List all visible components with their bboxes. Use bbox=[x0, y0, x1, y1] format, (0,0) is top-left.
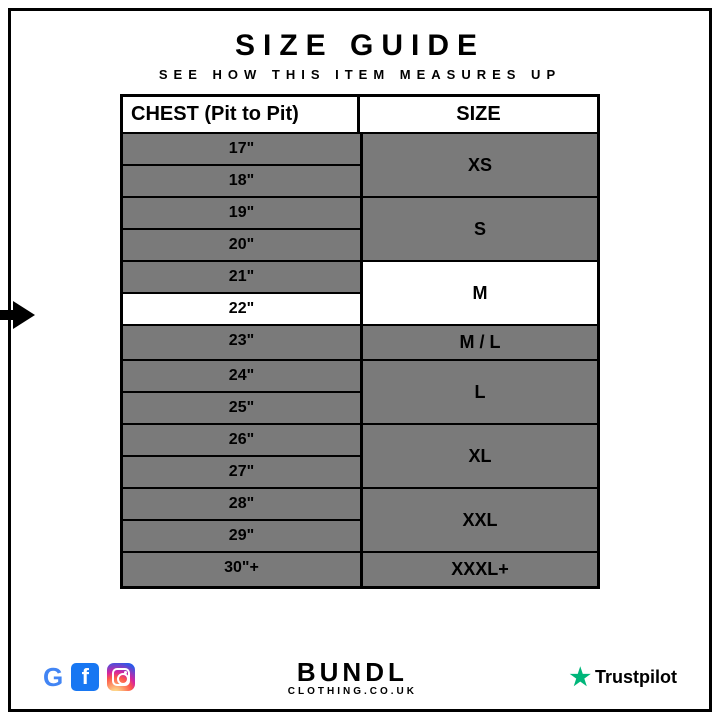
header-size: SIZE bbox=[360, 97, 597, 132]
footer: G f BUNDL CLOTHING.CO.UK ★ Trustpilot bbox=[41, 653, 679, 697]
table-header: CHEST (Pit to Pit) SIZE bbox=[123, 97, 597, 132]
star-icon: ★ bbox=[569, 663, 591, 692]
size-cell: L bbox=[360, 361, 597, 423]
google-icon[interactable]: G bbox=[43, 662, 63, 693]
header-chest: CHEST (Pit to Pit) bbox=[123, 97, 360, 132]
trustpilot-badge[interactable]: ★ Trustpilot bbox=[569, 663, 677, 692]
brand-domain: CLOTHING.CO.UK bbox=[288, 686, 417, 697]
size-cell: XL bbox=[360, 425, 597, 487]
size-cell: S bbox=[360, 198, 597, 260]
arrow-indicator-icon bbox=[0, 305, 41, 325]
measurement-cell: 18" bbox=[123, 164, 360, 196]
measurement-cell: 23" bbox=[123, 326, 360, 359]
measurement-cell: 25" bbox=[123, 391, 360, 423]
measurement-cell: 27" bbox=[123, 455, 360, 487]
size-cell: M / L bbox=[360, 326, 597, 359]
size-cell: XXL bbox=[360, 489, 597, 551]
measurement-cell: 24" bbox=[123, 361, 360, 391]
facebook-icon[interactable]: f bbox=[71, 663, 99, 691]
measurement-cell: 28" bbox=[123, 489, 360, 519]
size-cell: XXXL+ bbox=[360, 553, 597, 586]
table-body: 17"18"XS19"20"S21"22"M23"M / L24"25"L26"… bbox=[123, 132, 597, 586]
trustpilot-label: Trustpilot bbox=[595, 667, 677, 688]
page-subtitle: SEE HOW THIS ITEM MEASURES UP bbox=[41, 67, 679, 82]
measurement-cell: 17" bbox=[123, 134, 360, 164]
measurement-cell: 22" bbox=[123, 292, 360, 324]
size-cell: M bbox=[360, 262, 597, 324]
page-title: SIZE GUIDE bbox=[41, 29, 679, 63]
measurement-cell: 26" bbox=[123, 425, 360, 455]
measurement-cell: 21" bbox=[123, 262, 360, 292]
instagram-icon[interactable] bbox=[107, 663, 135, 691]
brand-logo: BUNDL CLOTHING.CO.UK bbox=[288, 657, 417, 697]
measurement-cell: 30"+ bbox=[123, 553, 360, 586]
size-table-wrap: CHEST (Pit to Pit) SIZE 17"18"XS19"20"S2… bbox=[41, 94, 679, 589]
social-icons: G f bbox=[43, 662, 135, 693]
brand-name: BUNDL bbox=[288, 657, 417, 688]
size-cell: XS bbox=[360, 134, 597, 196]
measurement-cell: 20" bbox=[123, 228, 360, 260]
measurement-cell: 19" bbox=[123, 198, 360, 228]
measurement-cell: 29" bbox=[123, 519, 360, 551]
size-table: CHEST (Pit to Pit) SIZE 17"18"XS19"20"S2… bbox=[120, 94, 600, 589]
